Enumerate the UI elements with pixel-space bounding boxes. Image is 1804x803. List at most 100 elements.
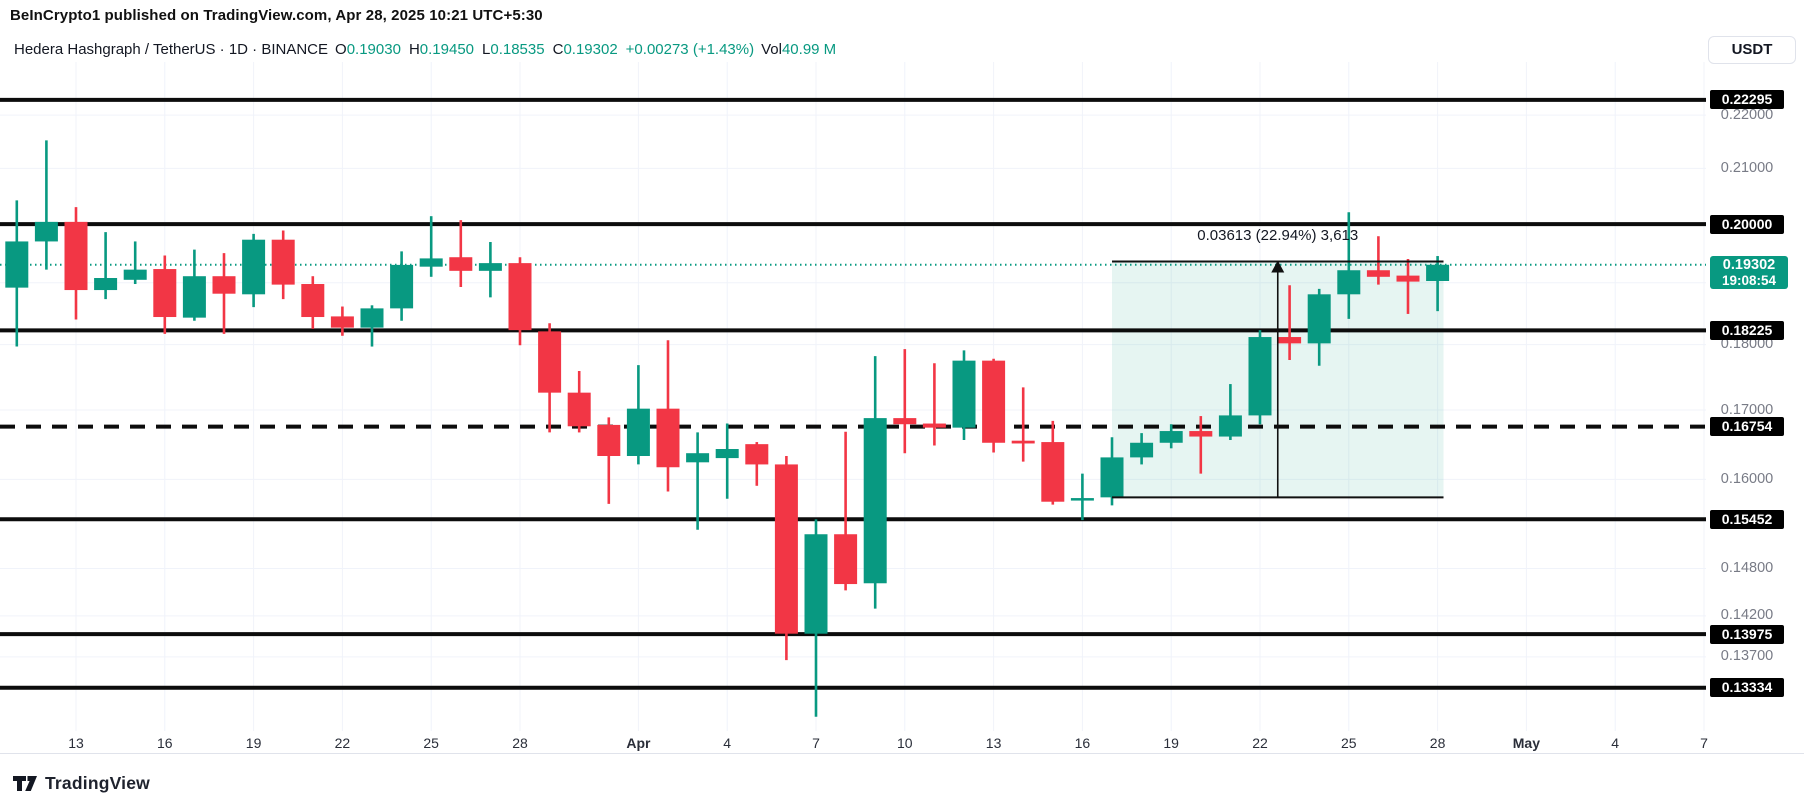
time-axis-day-label: 13: [985, 735, 1002, 751]
price-tick-label: 0.21000: [1720, 159, 1774, 176]
time-axis-day-label: 25: [1341, 735, 1357, 751]
price-tick-label: 0.18000: [1720, 336, 1774, 353]
candle-body: [34, 221, 58, 242]
time-axis-day-label: 22: [334, 735, 351, 751]
candle-body: [952, 360, 976, 428]
time-axis-day-label: 16: [157, 735, 173, 751]
price-tick-label: 0.16000: [1720, 470, 1774, 487]
time-axis-month-label: May: [1512, 735, 1541, 751]
time-axis-day-label: 25: [423, 735, 439, 751]
candle-body: [1041, 442, 1065, 502]
ohlc-low: L 0.18535: [482, 40, 545, 58]
candle-body: [182, 276, 206, 318]
ohlc-open: O 0.19030: [335, 40, 401, 58]
time-axis-day-label: 4: [1611, 735, 1620, 751]
tradingview-logo[interactable]: TradingView: [13, 773, 150, 794]
time-axis-month-label: Apr: [626, 735, 651, 751]
candle-body: [449, 257, 473, 271]
candle-body: [686, 453, 710, 463]
candle-body: [94, 278, 118, 291]
price-range-measurement-label: 0.03613 (22.94%) 3,613: [1197, 227, 1359, 245]
time-axis-day-label: 4: [723, 735, 732, 751]
time-axis-day-label: 10: [897, 735, 913, 751]
level-price-label: 0.15452: [1710, 509, 1784, 529]
price-tick-label: 0.17000: [1720, 401, 1774, 418]
candle-body: [212, 276, 236, 294]
candle-body: [508, 263, 532, 331]
level-price-label: 0.16754: [1710, 417, 1784, 437]
axis-divider: [0, 753, 1804, 754]
candle-body: [893, 418, 917, 425]
price-tick-label: 0.14200: [1720, 607, 1774, 624]
time-axis-day-label: 16: [1074, 735, 1091, 751]
candle-body: [1278, 337, 1302, 344]
candle-body: [123, 269, 147, 280]
candle-body: [242, 239, 266, 295]
candle-body: [390, 264, 414, 309]
candle-body: [64, 221, 88, 291]
candle-body: [863, 418, 887, 584]
level-price-label: 0.13975: [1710, 624, 1784, 644]
candle-body: [626, 408, 650, 456]
candle-body: [1248, 337, 1272, 416]
time-axis-day-label: 19: [1163, 735, 1179, 751]
price-tick-label: 0.14800: [1720, 559, 1774, 576]
candle-body: [330, 316, 354, 328]
candle-body: [804, 534, 828, 634]
published-attribution: BeInCrypto1 published on TradingView.com…: [10, 7, 543, 24]
candle-body: [1100, 457, 1124, 498]
candle-body: [1189, 431, 1213, 437]
price-tick-label: 0.13700: [1720, 648, 1774, 665]
candle-body: [1396, 275, 1420, 282]
candle-body: [1159, 431, 1183, 443]
time-axis-day-label: 7: [812, 735, 820, 751]
candle-body: [774, 464, 798, 634]
time-axis-day-label: 7: [1700, 735, 1708, 751]
candle-body: [1070, 498, 1094, 501]
price-change: +0.00273 (+1.43%): [625, 40, 755, 58]
candle-body: [1011, 440, 1035, 444]
candle-body: [745, 444, 769, 465]
candle-body: [5, 241, 29, 288]
candle-body: [1307, 294, 1331, 344]
price-tick-label: 0.22000: [1720, 106, 1774, 123]
candle-body: [271, 239, 295, 285]
candle-body: [538, 331, 562, 393]
bar-countdown: 19:08:54: [1721, 272, 1777, 288]
current-price-value: 0.19302: [1722, 256, 1776, 273]
level-price-label: 0.18225: [1710, 320, 1784, 340]
volume-readout: Vol 40.99 M: [761, 40, 837, 58]
ohlc-close: C 0.19302: [552, 40, 618, 58]
candle-body: [419, 258, 443, 267]
candle-body: [1366, 270, 1390, 277]
time-axis-day-label: 22: [1252, 735, 1268, 751]
ohlc-high: H 0.19450: [408, 40, 475, 58]
candle-body: [360, 308, 384, 328]
candle-body: [982, 360, 1006, 443]
tradingview-logo-text: TradingView: [45, 773, 150, 793]
time-axis-day-label: 13: [68, 735, 84, 751]
candle-body: [478, 263, 502, 271]
currency-toggle-button[interactable]: USDT: [1708, 36, 1796, 64]
measurement-arrowhead: [1271, 260, 1285, 273]
candle-body: [922, 423, 946, 428]
chart-legend: Hedera Hashgraph / TetherUS · 1D · BINAN…: [14, 38, 844, 60]
candle-body: [1426, 264, 1450, 282]
candle-body: [301, 284, 325, 318]
tradingview-logo-icon: [13, 776, 37, 791]
candle-body: [597, 424, 621, 456]
level-price-label: 0.20000: [1710, 214, 1784, 234]
candle-body: [656, 408, 680, 468]
candle-body: [715, 449, 739, 459]
time-axis-day-label: 19: [245, 735, 262, 751]
candle-body: [153, 269, 177, 318]
time-axis-day-label: 28: [1429, 735, 1446, 751]
symbol-title[interactable]: Hedera Hashgraph / TetherUS · 1D · BINAN…: [14, 40, 329, 58]
current-price-label: 0.19302 19:08:54: [1710, 255, 1788, 289]
candle-body: [1130, 442, 1154, 458]
level-price-label: 0.22295: [1710, 90, 1784, 110]
candle-body: [567, 392, 591, 427]
time-axis-day-label: 28: [512, 735, 528, 751]
